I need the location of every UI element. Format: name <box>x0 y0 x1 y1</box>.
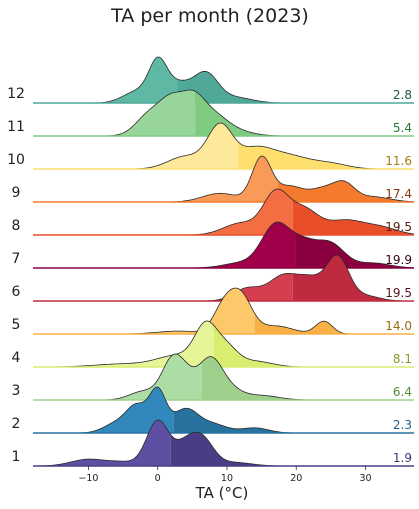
x-axis-label: TA (°C) <box>195 484 249 502</box>
x-tick-label: 0 <box>155 473 161 484</box>
month-label-5: 5 <box>12 317 21 333</box>
month-label-11: 11 <box>7 119 25 135</box>
mean-value-label-3: 6.4 <box>393 385 412 399</box>
ridge-fill-upper-12 <box>177 57 414 103</box>
mean-value-label-12: 2.8 <box>393 88 412 102</box>
mean-value-label-7: 19.9 <box>385 253 412 267</box>
month-label-1: 1 <box>12 449 21 465</box>
month-label-4: 4 <box>12 350 21 366</box>
x-tick-label: 30 <box>359 473 371 484</box>
ridge-fill-lower-5 <box>33 288 255 334</box>
month-label-2: 2 <box>12 416 21 432</box>
mean-value-label-11: 5.4 <box>393 121 412 135</box>
ridge-month-12: 12 2.8 <box>7 56 414 104</box>
month-label-7: 7 <box>12 251 21 267</box>
mean-value-label-1: 1.9 <box>393 451 412 465</box>
month-label-12: 12 <box>7 86 25 102</box>
ridge-fill-lower-12 <box>33 57 178 103</box>
mean-value-label-5: 14.0 <box>385 319 412 333</box>
month-label-9: 9 <box>12 185 21 201</box>
ridge-fill-lower-11 <box>33 90 196 136</box>
month-label-3: 3 <box>12 383 21 399</box>
x-tick-label: 10 <box>221 473 233 484</box>
ridgeline-series-group: 12 2.811 5.410 11.69 17.48 19.57 19.96 19.55 14.… <box>7 56 415 467</box>
ridge-month-3: 3 6.4 <box>12 353 414 401</box>
x-tick-label: 20 <box>290 473 302 484</box>
chart-title: TA per month (2023) <box>110 5 309 27</box>
month-label-6: 6 <box>12 284 21 300</box>
mean-value-label-2: 2.3 <box>393 418 412 432</box>
mean-value-label-9: 17.4 <box>385 187 412 201</box>
x-axis: −10 0 10 20 30 <box>78 466 372 484</box>
mean-value-label-4: 8.1 <box>393 352 412 366</box>
month-label-8: 8 <box>12 218 21 234</box>
ridge-fill-lower-3 <box>33 354 203 400</box>
mean-value-label-8: 19.5 <box>385 220 412 234</box>
mean-value-label-6: 19.5 <box>385 286 412 300</box>
mean-value-label-10: 11.6 <box>385 154 412 168</box>
ridge-fill-lower-4 <box>33 321 214 367</box>
month-label-10: 10 <box>7 152 25 168</box>
x-tick-label: −10 <box>78 473 98 484</box>
